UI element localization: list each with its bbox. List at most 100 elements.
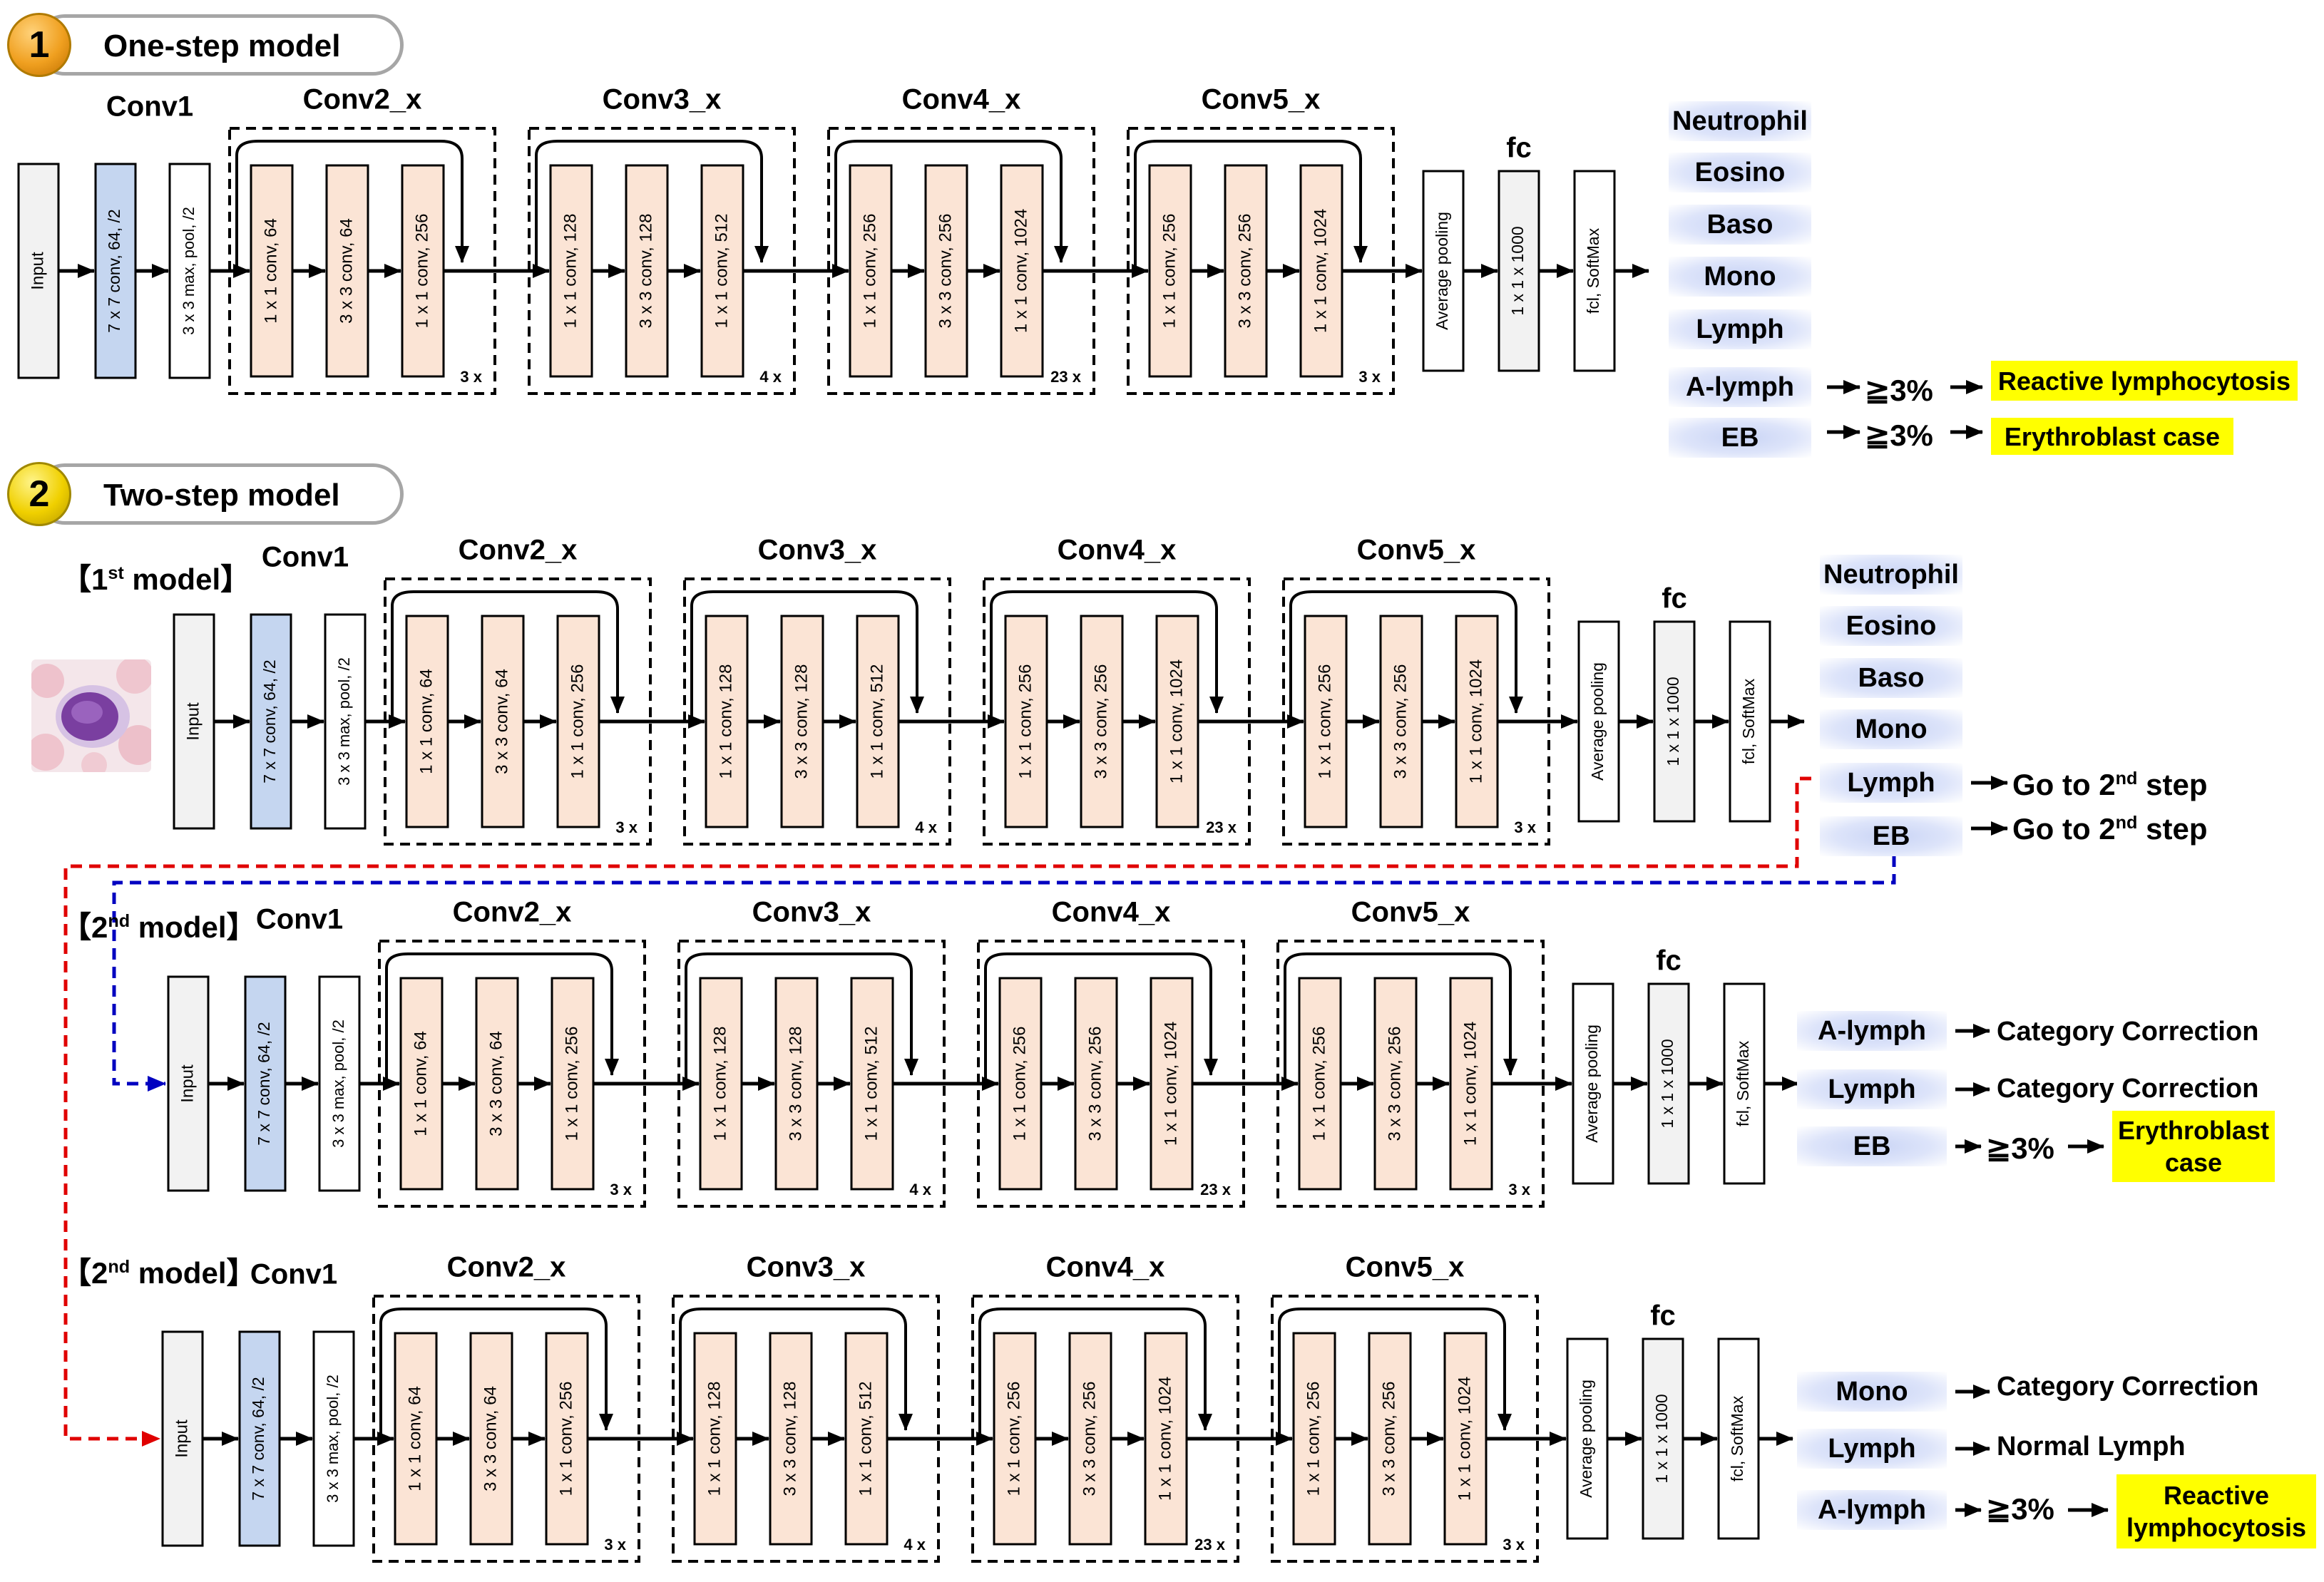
- one-step-fc-title: fc: [1506, 133, 1532, 164]
- second-model-a-fc-label: 1 x 1 x 1000: [1658, 1039, 1677, 1128]
- one-step-class-neutrophil: Neutrophil: [1669, 101, 1811, 141]
- one-step-stage-2-layer-3: [401, 164, 445, 378]
- first-model-stage-5-repeat: 3 x: [1514, 818, 1536, 836]
- second-model-a-stage-3-repeat: 4 x: [909, 1181, 931, 1198]
- one-step-stage-3-layer-2: [625, 164, 669, 378]
- one-step-stage-2-repeat: 3 x: [460, 368, 482, 386]
- one-step-conv1-label: 7 x 7 conv, 64, /2: [105, 209, 123, 332]
- second-model-a-fc-box: [1647, 982, 1690, 1185]
- go-to-second-step-lymph: Go to 2nd step: [2012, 768, 2208, 801]
- second-b-reactive-lymphocytosis-badge: Reactive lymphocytosis: [2116, 1474, 2316, 1548]
- one-step-threshold-eb: ≧3%: [1865, 418, 1933, 452]
- first-model-fc-label: 1 x 1 x 1000: [1664, 677, 1682, 766]
- second-model-b-stage-4-layer-3-label: 1 x 1 conv, 1024: [1155, 1377, 1174, 1501]
- second-model-b-stage-2-repeat: 3 x: [604, 1536, 626, 1553]
- second-model-b-stage-5-box: [1271, 1295, 1539, 1563]
- first-model-stage-2-layer-3: [556, 615, 600, 828]
- one-step-class-baso: Baso: [1669, 205, 1811, 245]
- second-model-a-stage-5-layer-1-label: 1 x 1 conv, 256: [1309, 1027, 1329, 1141]
- blood-cell-illustration: [31, 659, 151, 772]
- second-model-b-class-a-lymph: A-lymph: [1797, 1490, 1947, 1530]
- one-step-stage-4-layer-3-label: 1 x 1 conv, 1024: [1011, 209, 1030, 333]
- second-model-a-stage-2-layer-1: [399, 977, 444, 1191]
- second-model-a-stage-4-layer-3: [1150, 977, 1194, 1191]
- one-step-stage-3-title: Conv3_x: [603, 84, 722, 115]
- one-step-stage-4-layer-2: [924, 164, 968, 378]
- first-model-stage-2-box: [384, 577, 652, 846]
- two-step-number-badge: 2: [7, 462, 71, 526]
- first-model-conv1-box: [250, 613, 292, 830]
- first-model-stage-3-box: [683, 577, 951, 846]
- second-model-b-stage-2-layer-2-label: 3 x 3 conv, 64: [481, 1386, 500, 1491]
- second-model-a-class-eb: EB: [1797, 1126, 1947, 1166]
- second-model-b-stage-3-skip-connection: [679, 1308, 913, 1439]
- first-model-avgpool-label: Average pooling: [1588, 662, 1607, 781]
- first-model-class-eosino: Eosino: [1820, 606, 1962, 646]
- one-step-stage-4-box: [827, 127, 1095, 395]
- one-step-class-eosino: Eosino: [1669, 153, 1811, 192]
- second-model-b-stage-4-layer-1-label: 1 x 1 conv, 256: [1004, 1382, 1023, 1496]
- second-model-a-stage-4-layer-1-label: 1 x 1 conv, 256: [1010, 1027, 1029, 1141]
- second-model-a-class-lymph: Lymph: [1797, 1069, 1947, 1109]
- one-step-stage-5-layer-2: [1224, 164, 1268, 378]
- second-model-a-stage-5-layer-1: [1298, 977, 1342, 1191]
- first-model-stage-5-layer-1-label: 1 x 1 conv, 256: [1315, 664, 1334, 779]
- second-model-a-conv1-title: Conv1: [256, 904, 343, 935]
- second-model-b-avgpool-box: [1566, 1337, 1609, 1540]
- one-step-input-box: [17, 163, 60, 379]
- first-model-stage-4-repeat: 23 x: [1206, 818, 1237, 836]
- second-model-a-stage-3-layer-3-label: 1 x 1 conv, 512: [861, 1027, 881, 1141]
- second-model-b-class-lymph: Lymph: [1797, 1429, 1947, 1469]
- second-model-a-stage-4-layer-2-label: 3 x 3 conv, 256: [1085, 1027, 1105, 1141]
- second-model-b-stage-2-title: Conv2_x: [447, 1252, 566, 1283]
- first-model-class-lymph: Lymph: [1820, 763, 1962, 803]
- first-model-stage-3-repeat: 4 x: [915, 818, 937, 836]
- second-model-b-stage-4-box: [971, 1295, 1239, 1563]
- lymph-to-second-model-b-dashed-route: [63, 776, 1811, 1447]
- one-step-stage-2-skip-connection: [235, 140, 469, 271]
- second-model-b-stage-3-layer-1-label: 1 x 1 conv, 128: [705, 1382, 724, 1496]
- first-model-label: 【1st model】: [61, 563, 251, 596]
- second-model-b-stage-5-layer-3: [1443, 1332, 1488, 1546]
- one-step-stage-5-layer-2-label: 3 x 3 conv, 256: [1235, 214, 1254, 329]
- second-model-b-stage-4-layer-2: [1068, 1332, 1112, 1546]
- second-model-b-pool-label: 3 x 3 max, pool, /2: [324, 1375, 342, 1503]
- first-model-stage-5-layer-1: [1304, 615, 1348, 828]
- first-model-stage-5-layer-2-label: 3 x 3 conv, 256: [1391, 664, 1410, 779]
- first-model-stage-5-skip-connection: [1289, 590, 1523, 721]
- second-model-a-stage-3-skip-connection: [685, 952, 918, 1084]
- one-step-stage-3-layer-3: [700, 164, 744, 378]
- one-step-stage-3-box: [528, 127, 796, 395]
- second-model-b-stage-5-layer-2-label: 3 x 3 conv, 256: [1379, 1382, 1398, 1496]
- second-model-b-conv1-box: [238, 1330, 281, 1547]
- erythroblast-line-1: Erythroblast: [2117, 1116, 2270, 1145]
- reactive-line-1: Reactive: [2163, 1481, 2270, 1510]
- second-model-a-stage-4-layer-3-label: 1 x 1 conv, 1024: [1161, 1022, 1180, 1146]
- first-model-fc-title: fc: [1662, 583, 1687, 615]
- second-model-a-stage-5-skip-connection: [1284, 952, 1517, 1084]
- second-model-b-fc-title: fc: [1650, 1300, 1676, 1332]
- second-model-b-fc-label: 1 x 1 x 1000: [1652, 1394, 1671, 1483]
- second-model-b-softmax-label: fcl, SoftMax: [1728, 1395, 1746, 1481]
- one-step-pool-label: 3 x 3 max, pool, /2: [180, 207, 198, 335]
- erythroblast-case-badge: Erythroblast case: [1991, 418, 2233, 455]
- one-step-stage-5-box: [1127, 127, 1395, 395]
- second-model-b-stage-5-repeat: 3 x: [1503, 1536, 1525, 1553]
- second-model-a-stage-2-repeat: 3 x: [610, 1181, 632, 1198]
- one-step-stage-3-layer-2-label: 3 x 3 conv, 128: [636, 214, 655, 329]
- first-model-stage-4-title: Conv4_x: [1058, 535, 1177, 566]
- second-model-b-stage-3-title: Conv3_x: [747, 1252, 866, 1283]
- second-model-a-stage-3-layer-3: [850, 977, 894, 1191]
- first-model-class-mono: Mono: [1820, 709, 1962, 749]
- second-model-a-stage-5-box: [1276, 940, 1545, 1208]
- second-model-a-class-a-lymph: A-lymph: [1797, 1011, 1947, 1051]
- one-step-number-badge: 1: [7, 13, 71, 77]
- first-model-stage-4-skip-connection: [990, 590, 1224, 721]
- first-model-stage-2-layer-2-label: 3 x 3 conv, 64: [492, 669, 511, 774]
- second-model-a-fc-title: fc: [1656, 945, 1681, 977]
- second-model-a-stage-2-title: Conv2_x: [453, 897, 572, 928]
- first-model-avgpool-box: [1577, 620, 1620, 823]
- one-step-stage-3-layer-1: [549, 164, 593, 378]
- second-model-a-avgpool-label: Average pooling: [1582, 1024, 1601, 1143]
